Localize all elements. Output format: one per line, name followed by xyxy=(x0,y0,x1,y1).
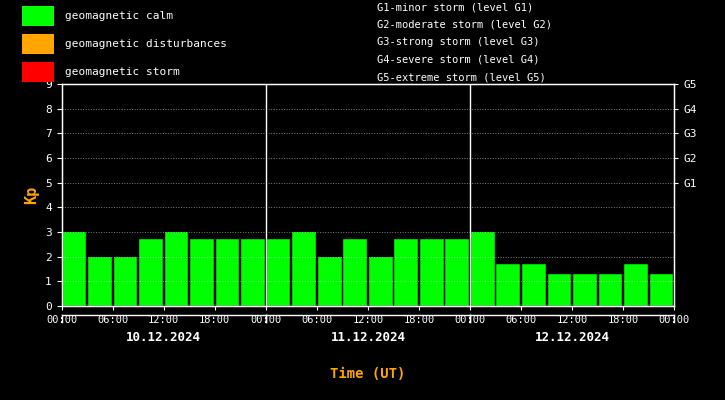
Bar xyxy=(114,257,137,306)
Y-axis label: Kp: Kp xyxy=(25,186,40,204)
Text: 11.12.2024: 11.12.2024 xyxy=(331,331,405,344)
Bar xyxy=(241,239,265,306)
Bar xyxy=(318,257,341,306)
Text: G1-minor storm (level G1): G1-minor storm (level G1) xyxy=(377,2,534,12)
Bar xyxy=(522,264,546,306)
Bar xyxy=(547,274,571,306)
Bar xyxy=(62,232,86,306)
Text: G3-strong storm (level G3): G3-strong storm (level G3) xyxy=(377,37,539,47)
Bar xyxy=(394,239,418,306)
Bar xyxy=(190,239,214,306)
Bar xyxy=(22,62,54,82)
Bar xyxy=(267,239,291,306)
Text: geomagnetic storm: geomagnetic storm xyxy=(65,67,180,77)
Text: geomagnetic calm: geomagnetic calm xyxy=(65,11,173,21)
Bar xyxy=(22,34,54,54)
Bar xyxy=(139,239,163,306)
Bar xyxy=(344,239,367,306)
Text: Time (UT): Time (UT) xyxy=(331,367,405,381)
Text: geomagnetic disturbances: geomagnetic disturbances xyxy=(65,39,227,49)
Bar xyxy=(573,274,597,306)
Bar xyxy=(165,232,189,306)
Bar xyxy=(420,239,444,306)
Text: G2-moderate storm (level G2): G2-moderate storm (level G2) xyxy=(377,20,552,30)
Bar xyxy=(369,257,392,306)
Bar xyxy=(292,232,316,306)
Bar xyxy=(215,239,239,306)
Text: 12.12.2024: 12.12.2024 xyxy=(534,331,610,344)
Bar xyxy=(88,257,112,306)
Bar xyxy=(624,264,648,306)
Bar xyxy=(599,274,622,306)
Text: G5-extreme storm (level G5): G5-extreme storm (level G5) xyxy=(377,72,546,82)
Bar xyxy=(445,239,469,306)
Text: G4-severe storm (level G4): G4-severe storm (level G4) xyxy=(377,55,539,65)
Bar xyxy=(471,232,494,306)
Bar xyxy=(22,6,54,26)
Bar xyxy=(497,264,521,306)
Bar xyxy=(650,274,674,306)
Text: 10.12.2024: 10.12.2024 xyxy=(126,331,202,344)
